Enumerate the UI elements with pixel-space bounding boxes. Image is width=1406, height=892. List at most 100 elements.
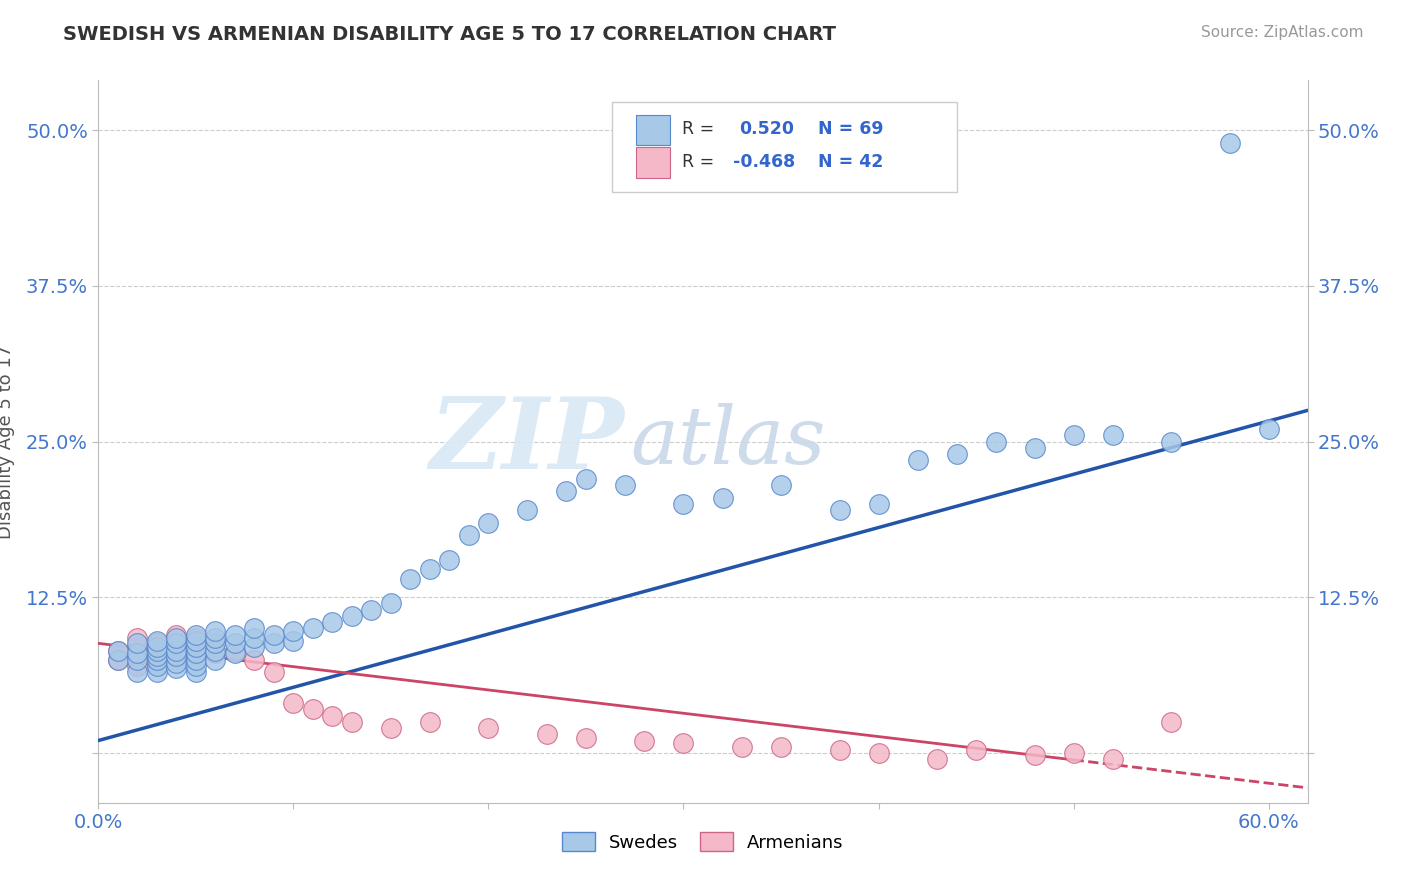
Point [380, 597, 402, 611]
Point [340, 609, 363, 624]
FancyBboxPatch shape [637, 115, 671, 145]
Point [458, 528, 481, 542]
Point [184, 648, 207, 663]
Point [263, 665, 285, 679]
Point [868, 746, 890, 760]
Point [828, 743, 851, 757]
Point [769, 739, 792, 754]
Text: Source: ZipAtlas.com: Source: ZipAtlas.com [1201, 25, 1364, 40]
Point [107, 652, 129, 666]
Point [146, 646, 169, 660]
Point [224, 644, 246, 658]
Point [283, 696, 305, 710]
Point [769, 478, 792, 492]
Point [184, 633, 207, 648]
Point [204, 652, 226, 666]
Point [321, 615, 343, 630]
Point [146, 652, 169, 666]
Point [283, 633, 305, 648]
Point [1160, 434, 1182, 449]
Point [107, 652, 129, 666]
Point [243, 621, 266, 635]
Point [340, 714, 363, 729]
Text: SWEDISH VS ARMENIAN DISABILITY AGE 5 TO 17 CORRELATION CHART: SWEDISH VS ARMENIAN DISABILITY AGE 5 TO … [63, 25, 837, 44]
Point [184, 640, 207, 654]
Text: N = 42: N = 42 [818, 153, 883, 171]
Point [224, 627, 246, 641]
Point [360, 603, 382, 617]
Point [925, 752, 948, 766]
Point [1024, 748, 1046, 763]
Point [146, 636, 169, 650]
Text: ZIP: ZIP [429, 393, 624, 490]
Point [165, 657, 187, 671]
Point [672, 736, 695, 750]
Point [184, 665, 207, 679]
Point [536, 727, 558, 741]
Point [263, 636, 285, 650]
Point [321, 708, 343, 723]
Point [127, 658, 149, 673]
Point [1024, 441, 1046, 455]
Point [146, 665, 169, 679]
Point [127, 646, 149, 660]
Text: -0.468: -0.468 [734, 153, 796, 171]
Point [165, 636, 187, 650]
Legend: Swedes, Armenians: Swedes, Armenians [555, 825, 851, 859]
Point [419, 561, 441, 575]
Point [146, 644, 169, 658]
Point [204, 636, 226, 650]
Point [907, 453, 929, 467]
Point [127, 636, 149, 650]
Point [516, 503, 538, 517]
Point [868, 497, 890, 511]
Point [204, 646, 226, 660]
Point [224, 646, 246, 660]
Point [165, 648, 187, 663]
Point [184, 640, 207, 654]
Point [204, 632, 226, 646]
Point [575, 731, 598, 745]
Point [302, 621, 325, 635]
Point [633, 733, 655, 747]
Point [263, 627, 285, 641]
Point [127, 665, 149, 679]
Point [146, 658, 169, 673]
Point [1063, 428, 1085, 442]
Point [184, 652, 207, 666]
Point [184, 632, 207, 646]
Point [165, 652, 187, 666]
Point [107, 644, 129, 658]
Text: R =: R = [682, 153, 720, 171]
Point [1257, 422, 1279, 436]
Point [965, 743, 987, 757]
Point [439, 553, 461, 567]
Point [204, 636, 226, 650]
Point [204, 624, 226, 638]
Point [243, 632, 266, 646]
Point [165, 632, 187, 646]
Point [1101, 428, 1123, 442]
Point [711, 491, 734, 505]
Point [146, 640, 169, 654]
Point [127, 640, 149, 654]
Point [984, 434, 1007, 449]
Point [165, 636, 187, 650]
Point [614, 478, 637, 492]
Point [146, 633, 169, 648]
Point [165, 627, 187, 641]
Text: R =: R = [682, 120, 725, 138]
Point [945, 447, 967, 461]
Point [165, 644, 187, 658]
Point [283, 624, 305, 638]
Point [555, 484, 578, 499]
Point [127, 652, 149, 666]
Point [1063, 746, 1085, 760]
Point [224, 636, 246, 650]
Point [184, 658, 207, 673]
Text: 0.520: 0.520 [740, 120, 794, 138]
Point [477, 721, 499, 735]
Point [127, 632, 149, 646]
FancyBboxPatch shape [637, 147, 671, 178]
Point [204, 644, 226, 658]
